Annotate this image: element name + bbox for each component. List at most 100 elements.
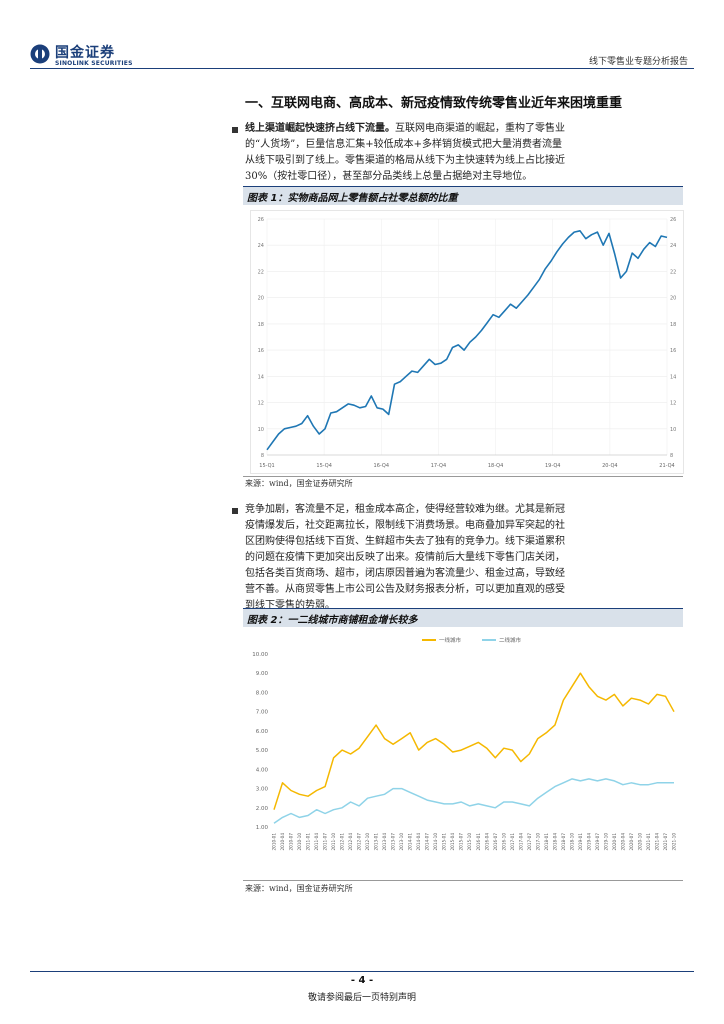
section-title: 一、互联网电商、高成本、新冠疫情致传统零售业近年来困境重重	[245, 96, 623, 111]
x-tick-label: 2016-01	[476, 833, 481, 851]
x-tick-label: 2013-01	[374, 833, 379, 851]
x-tick-label: 2011-01	[306, 833, 311, 851]
y-tick-label-left: 14	[258, 374, 264, 380]
x-tick-label: 2019-04	[586, 833, 591, 851]
y-tick-label-right: 22	[670, 269, 676, 275]
x-tick-label: 2017-01	[510, 833, 515, 851]
page-number: - 4 -	[350, 975, 374, 986]
x-tick-label: 2020-07	[629, 833, 634, 851]
x-tick-label: 2010-04	[280, 833, 285, 851]
y-tick-label: 8.00	[256, 690, 269, 696]
x-tick-label: 2013-07	[391, 833, 396, 851]
x-tick-label: 2017-07	[527, 833, 532, 851]
x-tick-label: 2019-07	[595, 833, 600, 851]
y-tick-label-right: 10	[670, 427, 676, 433]
x-tick-label: 2010-01	[272, 833, 277, 851]
x-tick-label: 2019-01	[578, 833, 583, 851]
paragraph-2: 竞争加剧，客流量不足，租金成本高企，使得经营较难为继。尤其是新冠 疫情爆发后，社…	[245, 502, 685, 614]
paragraph-2-line: 包括各类百货商场、超市，闭店原因普遍为客流量少、租金过高，导致经	[245, 568, 565, 579]
y-tick-label-right: 14	[670, 374, 676, 380]
y-tick-label: 2.00	[256, 806, 269, 812]
x-tick-label: 2011-10	[331, 833, 336, 851]
x-tick-label: 2011-07	[323, 833, 328, 851]
x-tick-label: 2018-10	[569, 833, 574, 851]
legend-label: 一线城市	[439, 636, 462, 644]
y-tick-label: 9.00	[256, 671, 269, 677]
x-tick-label: 2014-07	[425, 833, 430, 851]
y-tick-label-right: 12	[670, 401, 676, 407]
x-tick-label: 2016-04	[484, 833, 489, 851]
y-tick-label-right: 16	[670, 348, 676, 354]
x-tick-label: 2020-10	[638, 833, 643, 851]
x-tick-label: 2014-01	[408, 833, 413, 851]
x-tick-label: 2013-04	[382, 833, 387, 851]
x-tick-label: 2021-10	[672, 833, 677, 851]
footer-divider	[30, 971, 694, 972]
x-tick-label: 2012-01	[340, 833, 345, 851]
paragraph-2-line: 的问题在疫情下更加突出反映了出来。疫情前后大量线下零售门店关闭，	[245, 552, 565, 563]
x-tick-label: 2021-07	[663, 833, 668, 851]
brand-name-cn: 国金证券	[55, 45, 115, 61]
y-tick-label: 7.00	[256, 710, 269, 716]
paragraph-2-line: 竞争加剧，客流量不足，租金成本高企，使得经营较难为继。尤其是新冠	[245, 504, 565, 515]
paragraph-2-line: 区团购使得包括线下百货、生鲜超市失去了独有的竞争力。线下渠道累积	[245, 536, 565, 547]
figure-1-title-bar	[243, 186, 683, 205]
x-tick-label: 2011-04	[314, 833, 319, 851]
x-tick-label: 2010-10	[297, 833, 302, 851]
paragraph-2-line: 疫情爆发后，社交距离拉长，限制线下消费场景。电商叠加异军突起的社	[245, 520, 565, 531]
x-tick-label: 20-Q4	[602, 463, 617, 469]
y-tick-label-left: 10	[258, 427, 264, 433]
figure-1-chart: 8 8 10 10 12 12 14 14 16 16 18 18 20 20 22 22 24 24 26 26 15…	[250, 210, 684, 474]
figure-2-chart: 一线城市 二线城市 10.00 9.00 8.00 7.00 6.00 5.00 4.00 3.0…	[252, 636, 677, 851]
x-tick-label: 16-Q4	[374, 463, 389, 469]
figure-2-title-bar	[243, 608, 683, 627]
x-tick-label: 2010-07	[289, 833, 294, 851]
x-tick-label: 2018-04	[552, 833, 557, 851]
bullet-marker	[232, 508, 238, 514]
bullet-marker	[232, 127, 238, 133]
figure-1-source: 来源：wind，国金证券研究所	[245, 479, 353, 488]
x-tick-label: 2012-04	[348, 833, 353, 851]
x-tick-label: 17-Q4	[431, 463, 446, 469]
figure-2-title: 图表 2：一二线城市商铺租金增长较多	[247, 615, 418, 626]
sinolink-logo-icon	[30, 44, 50, 64]
x-tick-label: 2015-07	[459, 833, 464, 851]
y-tick-label-right: 26	[670, 217, 676, 223]
x-tick-label: 15-Q1	[259, 463, 274, 469]
y-tick-label-left: 16	[258, 348, 264, 354]
x-tick-label: 18-Q4	[488, 463, 503, 469]
x-tick-label: 2012-07	[357, 833, 362, 851]
brand-name-en: SINOLINK SECURITIES	[55, 60, 133, 67]
paragraph-1-line-2: 从线下吸引到了线上。零售渠道的格局从线下为主快速转为线上占比接近	[245, 155, 565, 166]
x-tick-label: 2017-10	[535, 833, 540, 851]
y-tick-label-left: 18	[258, 322, 264, 328]
y-tick-label-left: 26	[258, 217, 264, 223]
x-tick-label: 2018-01	[544, 833, 549, 851]
report-type: 线下零售业专题分析报告	[588, 57, 688, 67]
y-tick-label-right: 8	[670, 453, 673, 459]
x-tick-label: 2012-10	[365, 833, 370, 851]
paragraph-1-line-3: 30%（按社零口径），甚至部分品类线上总量占据绝对主导地位。	[245, 171, 533, 182]
y-tick-label-right: 24	[670, 243, 676, 249]
paragraph-1-lead: 线上渠道崛起快速挤占线下流量。	[245, 123, 395, 134]
y-tick-label-left: 22	[258, 269, 264, 275]
paragraph-2-line: 到线下零售的势弱。	[245, 600, 335, 611]
x-tick-label: 2015-01	[442, 833, 447, 851]
paragraph-1-line-0: 线上渠道崛起快速挤占线下流量。互联网电商渠道的崛起，重构了零售业	[245, 123, 565, 134]
header-divider	[30, 68, 694, 69]
y-tick-label-right: 18	[670, 322, 676, 328]
footer-disclaimer: 敬请参阅最后一页特别声明	[307, 993, 416, 1003]
x-tick-label: 19-Q4	[545, 463, 560, 469]
y-tick-label-left: 8	[261, 453, 264, 459]
figure-1-title: 图表 1：实物商品网上零售额占社零总额的比重	[247, 193, 458, 204]
y-tick-label-left: 24	[258, 243, 264, 249]
x-tick-label: 2021-01	[646, 833, 651, 851]
x-tick-label: 2014-10	[433, 833, 438, 851]
series-line	[273, 672, 675, 810]
paragraph-2-line: 营不善。从商贸零售上市公司公告及财务报表分析，可以更加直观的感受	[245, 584, 565, 595]
y-tick-label: 1.00	[256, 825, 269, 831]
y-tick-label-right: 20	[670, 296, 676, 302]
y-tick-label: 3.00	[256, 787, 269, 793]
paragraph-1-line-1: 的“人货场”，巨量信息汇集+较低成本+多样销货模式把大量消费者流量	[245, 139, 562, 150]
figure-1-source-divider	[243, 476, 683, 477]
